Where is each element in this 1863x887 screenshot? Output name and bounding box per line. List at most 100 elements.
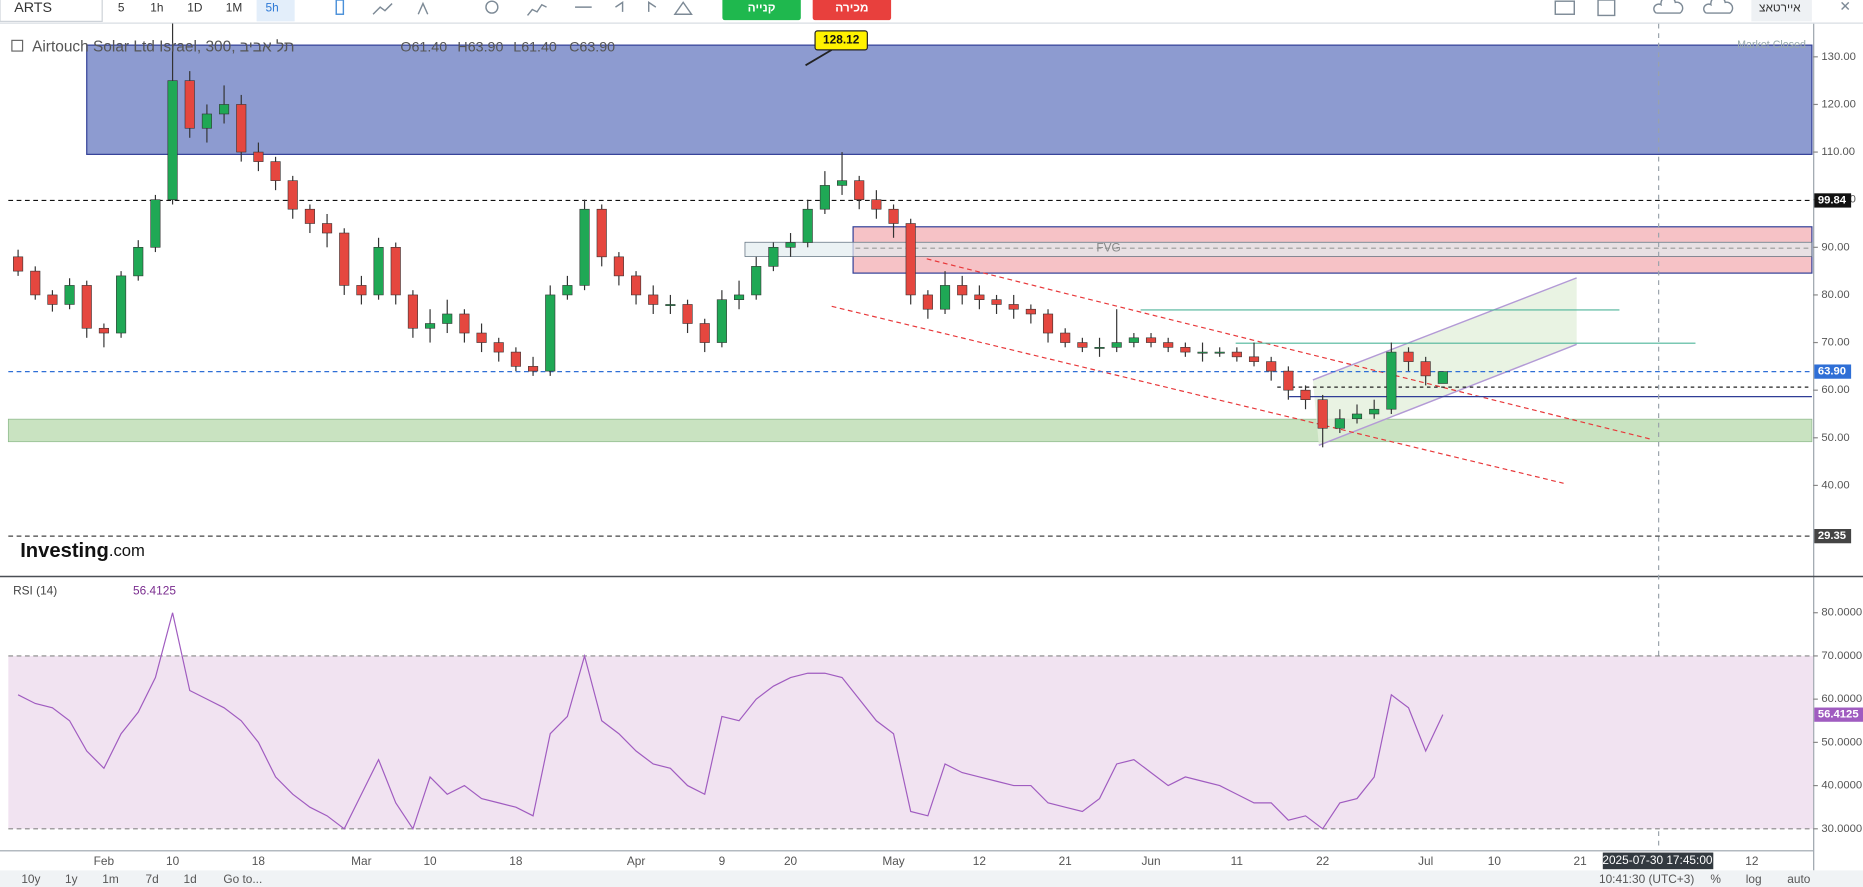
cloud-load-icon[interactable]: [1653, 0, 1684, 14]
candle-body: [150, 199, 161, 248]
rsi-line: [17, 612, 1444, 831]
candle-body: [64, 285, 75, 305]
ohlc-legend: C63.90: [569, 39, 615, 55]
range-button[interactable]: 7d: [145, 872, 158, 886]
price-label: 29.35: [1818, 530, 1846, 542]
candle-body: [1008, 304, 1019, 310]
candle-body: [1197, 351, 1208, 354]
candle-body: [974, 294, 985, 300]
candles-icon[interactable]: [335, 0, 345, 15]
trend-lower: [831, 305, 1564, 484]
candle-body: [1266, 361, 1277, 372]
camera-icon[interactable]: [1554, 0, 1575, 15]
line-icon[interactable]: [372, 3, 393, 15]
bars-icon[interactable]: [417, 1, 429, 15]
x-tick-label: May: [882, 854, 904, 868]
last-value-label: 56.4125: [1818, 709, 1859, 721]
watermark-brand: Investing: [20, 540, 109, 562]
candle-body: [81, 285, 92, 329]
interval-button[interactable]: 1M: [226, 0, 242, 14]
candle-body: [390, 247, 401, 296]
account-box[interactable]: [1751, 0, 1812, 22]
x-tick-label: Jun: [1141, 854, 1160, 868]
interval-button[interactable]: 1h: [150, 0, 163, 14]
candle-body: [1145, 337, 1157, 343]
candle-body: [1420, 361, 1431, 377]
candle-body: [201, 113, 212, 129]
x-tick-label: 21: [1574, 854, 1588, 868]
scale-option[interactable]: auto: [1787, 872, 1810, 886]
candle-body: [1077, 342, 1088, 348]
clock: 10:41:30 (UTC+3): [1599, 872, 1694, 886]
candle-body: [339, 232, 350, 286]
candle-body: [871, 199, 882, 210]
x-tick-label: Jul: [1418, 854, 1433, 868]
bottom-bar: [0, 870, 1863, 887]
candle-body: [1025, 308, 1036, 315]
ohlc-legend: O61.40: [400, 39, 447, 55]
watermark: Investing.com: [20, 540, 145, 562]
settings-icon[interactable]: [485, 0, 499, 14]
candle-body: [785, 242, 796, 248]
x-tick-label: 21: [1059, 854, 1073, 868]
drawings: [7, 23, 1813, 851]
candle-body: [407, 294, 418, 329]
x-tick-label: 12: [1745, 854, 1758, 868]
candle-body: [991, 299, 1002, 305]
scale-option[interactable]: log: [1746, 872, 1762, 886]
candle-body: [836, 180, 848, 186]
sell-button[interactable]: [812, 0, 892, 21]
redo-icon[interactable]: [648, 1, 657, 12]
range-button[interactable]: 1y: [65, 872, 78, 886]
y-tick-label: 130.00: [1821, 51, 1855, 63]
candle-body: [1369, 408, 1380, 415]
price-label-box: [1814, 364, 1852, 379]
callout-box: [814, 30, 868, 51]
indicator-icon[interactable]: [526, 3, 547, 16]
candle-body: [854, 180, 865, 200]
interval-button[interactable]: 5h: [265, 0, 278, 14]
y-tick-label: 120.00: [1821, 98, 1855, 110]
candle-body: [751, 266, 762, 296]
candle-body: [442, 313, 453, 324]
candle-body: [167, 80, 178, 200]
candle-body: [270, 161, 281, 181]
alert-icon[interactable]: [673, 1, 693, 15]
candle-body: [1283, 370, 1294, 391]
sell-label: מכירה: [835, 0, 868, 14]
rsi-title: RSI (14): [13, 583, 57, 597]
x-tick-label: 18: [252, 854, 266, 868]
candle-body: [648, 294, 659, 305]
buy-button[interactable]: [722, 0, 801, 21]
scale-option[interactable]: %: [1710, 872, 1721, 886]
cloud-save-icon[interactable]: [1703, 0, 1734, 14]
x-tick-label: Apr: [627, 854, 646, 868]
candle-body: [1437, 371, 1448, 384]
candle-body: [356, 285, 367, 296]
interval-button[interactable]: 1D: [187, 0, 202, 14]
range-button[interactable]: 10y: [21, 872, 40, 886]
candle-body: [116, 275, 127, 334]
range-button[interactable]: 1d: [183, 872, 196, 886]
y-tick-label: 50.00: [1821, 432, 1849, 444]
rsi-value: 56.4125: [133, 583, 176, 597]
interval-button[interactable]: 5: [118, 0, 125, 14]
collapse-box[interactable]: [11, 39, 24, 52]
symbol: ARTS: [14, 0, 52, 16]
crosshair-time-box: [1602, 852, 1714, 870]
goto-button[interactable]: Go to...: [223, 872, 262, 886]
x-tick-label: 11: [1231, 854, 1244, 868]
candle-body: [802, 208, 813, 243]
undo-icon[interactable]: [615, 1, 624, 12]
candle-body: [1128, 337, 1139, 343]
candle-body: [1351, 413, 1363, 420]
fullscreen-icon[interactable]: [1841, 1, 1850, 11]
channel-top: [1312, 277, 1577, 381]
template-icon[interactable]: [1597, 0, 1616, 17]
range-button[interactable]: 1m: [102, 872, 119, 886]
symbol-box[interactable]: [0, 0, 103, 22]
candle-body: [1386, 351, 1397, 410]
y-tick-label: 60.0000: [1821, 693, 1862, 705]
y-tick-label: 70.0000: [1821, 650, 1862, 662]
